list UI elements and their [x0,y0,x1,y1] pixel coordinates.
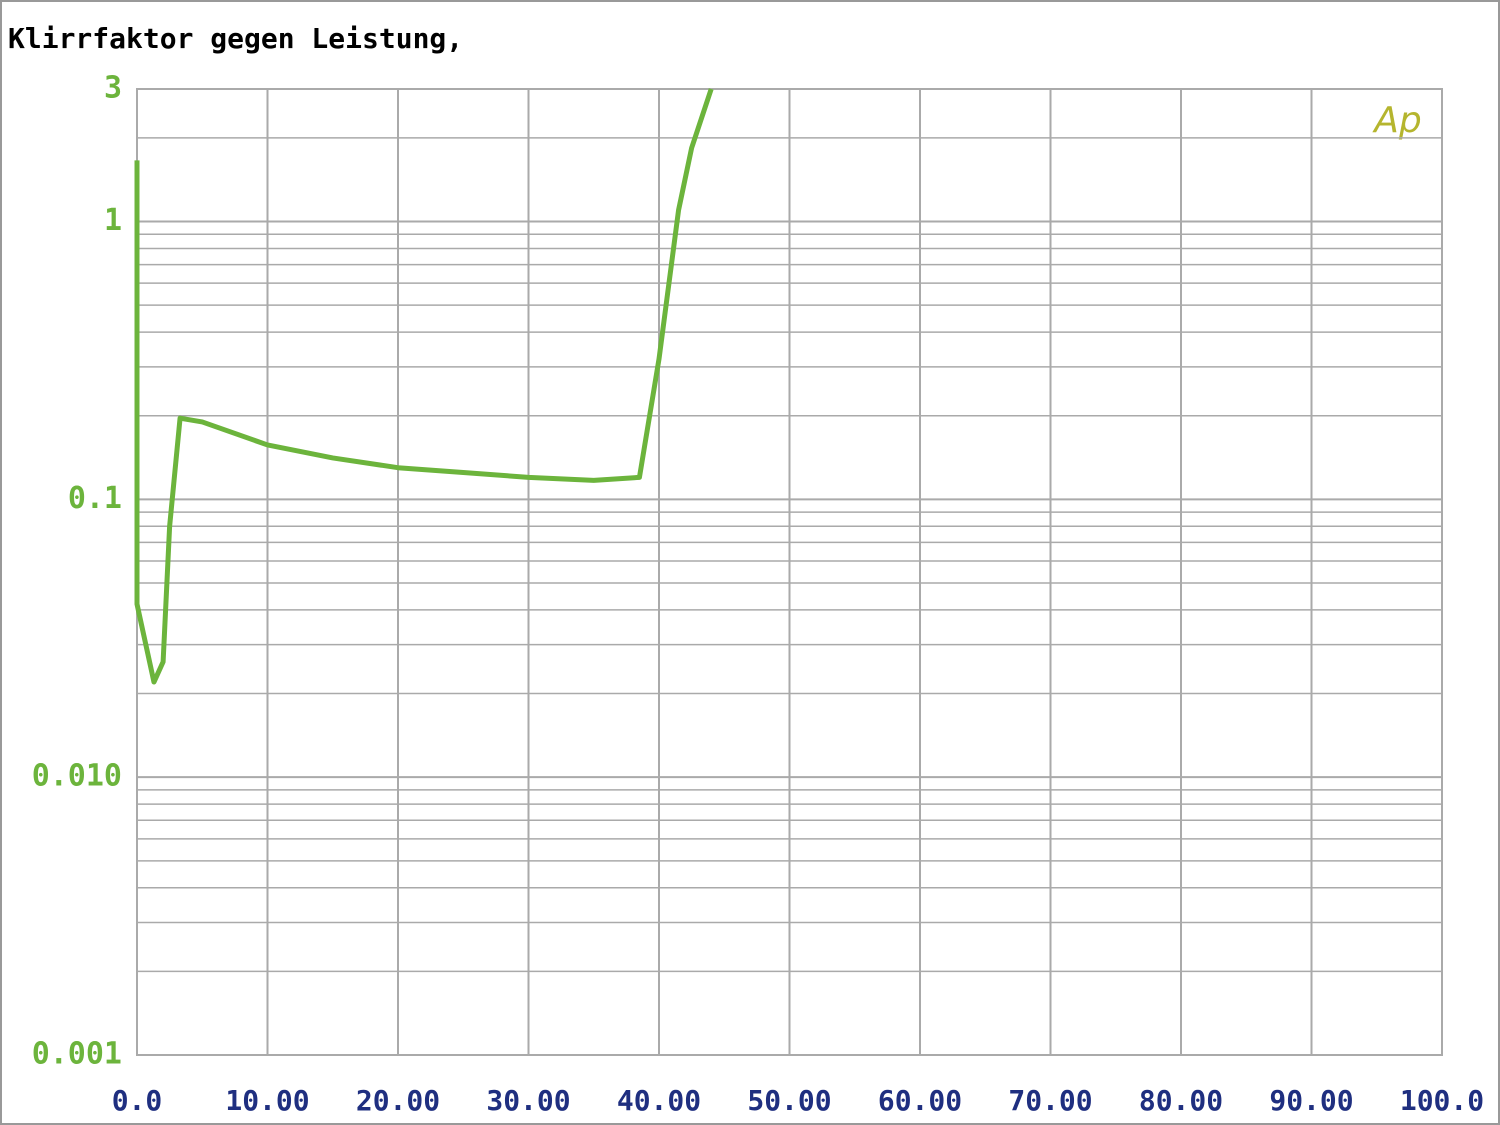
x-tick-label: 40.00 [617,1084,701,1117]
series-line [134,88,714,685]
y-tick-label: 0.1 [68,481,122,516]
x-tick-label: 20.00 [356,1084,440,1117]
x-tick-label: 0.0 [112,1084,163,1117]
y-tick-label: 1 [104,203,122,238]
x-tick-label: 50.00 [747,1084,831,1117]
y-tick-label: 3 [104,71,122,106]
x-tick-label: 10.00 [225,1084,309,1117]
x-tick-label: 60.00 [878,1084,962,1117]
chart-title: Klirrfaktor gegen Leistung, [8,22,463,55]
y-tick-label: 0.010 [32,759,122,794]
y-tick-label: 0.001 [32,1037,122,1072]
x-tick-label: 100.0 [1400,1084,1484,1117]
x-tick-label: 80.00 [1139,1084,1223,1117]
x-tick-label: 30.00 [486,1084,570,1117]
x-tick-label: 70.00 [1008,1084,1092,1117]
x-tick-label: 90.00 [1269,1084,1353,1117]
logo: Ap [1372,100,1421,141]
